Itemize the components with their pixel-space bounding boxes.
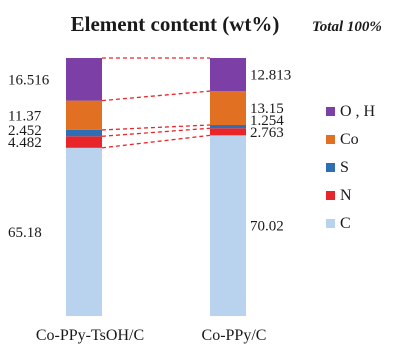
legend-label-n: N [340, 187, 352, 204]
category-labels: Co-PPy-TsOH/C Co-PPy/C [36, 327, 267, 344]
bar-segment-s-2 [210, 124, 246, 129]
value-label-c-1: 65.18 [8, 225, 42, 241]
legend-label-co: Co [340, 131, 359, 148]
legend-swatch-co [326, 135, 335, 144]
value-label-c-2: 70.02 [250, 219, 284, 235]
connector-lines [101, 57, 211, 149]
legend-swatch-n [326, 191, 335, 200]
value-label-oh-1: 16.516 [8, 72, 50, 88]
chart-title: Element content (wt%) [71, 12, 280, 36]
legend-swatch-c [326, 219, 335, 228]
value-label-co-1: 11.37 [8, 108, 42, 124]
bar-segment-co-1 [66, 100, 102, 130]
legend-swatch-oh [326, 107, 335, 116]
category-label-1: Co-PPy-TsOH/C [36, 327, 144, 344]
bar-segment-n-2 [210, 128, 246, 136]
bar-segment-n-1 [66, 136, 102, 148]
value-label-n-2: 2.763 [250, 125, 284, 141]
value-label-n-1: 4.482 [8, 135, 42, 151]
legend-label-s: S [340, 159, 349, 176]
bar-segment-c-1 [66, 147, 102, 316]
bar-segment-oh-1 [66, 58, 102, 101]
bar-segment-co-2 [210, 91, 246, 125]
legend-label-oh: O , H [340, 103, 376, 120]
bar-segment-oh-2 [210, 58, 246, 92]
connector-co [101, 90, 211, 102]
legend-swatch-s [326, 163, 335, 172]
bar-segment-s-1 [66, 129, 102, 137]
total-note: Total 100% [312, 19, 382, 35]
value-label-s-2: 1.254 [250, 113, 284, 129]
bars [66, 58, 246, 316]
value-label-s-1: 2.452 [8, 123, 42, 139]
category-label-2: Co-PPy/C [202, 327, 267, 344]
value-label-co-2: 13.15 [250, 101, 284, 117]
bar-segment-c-2 [210, 135, 246, 316]
value-label-oh-2: 12.813 [250, 68, 291, 84]
legend: O , H Co SNC [326, 103, 376, 232]
connector-c [101, 134, 211, 149]
legend-label-c: C [340, 215, 351, 232]
